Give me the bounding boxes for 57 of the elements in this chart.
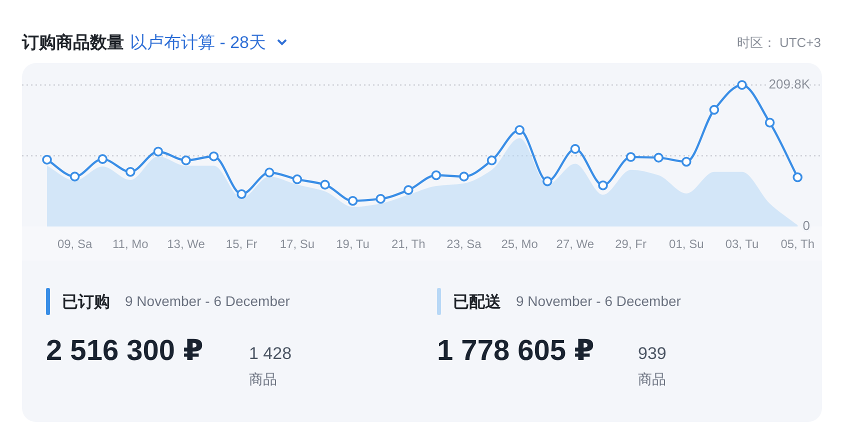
point: [459, 172, 469, 182]
point: [181, 155, 191, 166]
legend-label: 已订购: [62, 293, 110, 311]
point: [682, 156, 692, 167]
x-tick-label: 29, Fr: [615, 237, 646, 251]
x-tick-label: 19, Tu: [336, 237, 370, 251]
point: [70, 172, 80, 182]
point: [98, 154, 108, 164]
point: [654, 152, 664, 163]
chart-subtitle: 以卢布计算 - 28天: [130, 33, 266, 52]
text: 商品: [638, 371, 666, 387]
point: [626, 152, 636, 162]
x-tick-label: 03, Tu: [725, 237, 759, 251]
text: 2 516 300 ₽: [46, 335, 204, 367]
point: [320, 180, 330, 190]
point: [264, 168, 274, 178]
text: 1 778 605 ₽: [437, 335, 594, 367]
y-tick-label: 0: [802, 218, 810, 233]
text: 9 November - 6 December: [125, 293, 290, 309]
x-tick-label: 21, Th: [391, 237, 426, 251]
x-tick-label: 01, Su: [669, 237, 704, 251]
x-tick-label: 13, We: [167, 237, 206, 251]
point: [376, 194, 386, 204]
x-tick-label: 23, Sa: [446, 237, 482, 251]
point: [153, 146, 164, 157]
point: [292, 174, 302, 184]
point: [598, 180, 608, 190]
x-tick-label: 15, Fr: [226, 237, 258, 251]
point: [570, 144, 580, 154]
point: [348, 196, 358, 206]
point: [431, 170, 442, 180]
x-tick-label: 09, Sa: [57, 237, 92, 251]
point: [126, 166, 136, 177]
x-tick-label: 27, We: [556, 237, 594, 251]
point: [236, 189, 246, 200]
legend-label: 已配送: [453, 293, 501, 311]
text: 时区： UTC+3: [736, 35, 821, 50]
chart-title: 订购商品数量: [21, 33, 124, 52]
text: 1 428: [249, 344, 292, 363]
point: [42, 154, 52, 165]
text: 9 November - 6 December: [516, 293, 682, 309]
point: [514, 125, 524, 135]
point: [709, 104, 720, 115]
x-tick-label: 05, Th: [780, 237, 815, 251]
x-tick-label: 25, Mo: [501, 237, 538, 251]
text: 商品: [249, 371, 277, 387]
point: [404, 185, 414, 195]
y-tick-label: 209.8K: [768, 76, 810, 92]
x-tick-label: 17, Su: [280, 237, 315, 251]
x-tick-label: 11, Mo: [112, 237, 149, 251]
point: [792, 172, 802, 182]
point: [208, 151, 219, 162]
point: [764, 118, 775, 128]
point: [542, 176, 552, 186]
point: [486, 155, 497, 166]
point: [737, 80, 747, 90]
text: 939: [638, 344, 666, 363]
